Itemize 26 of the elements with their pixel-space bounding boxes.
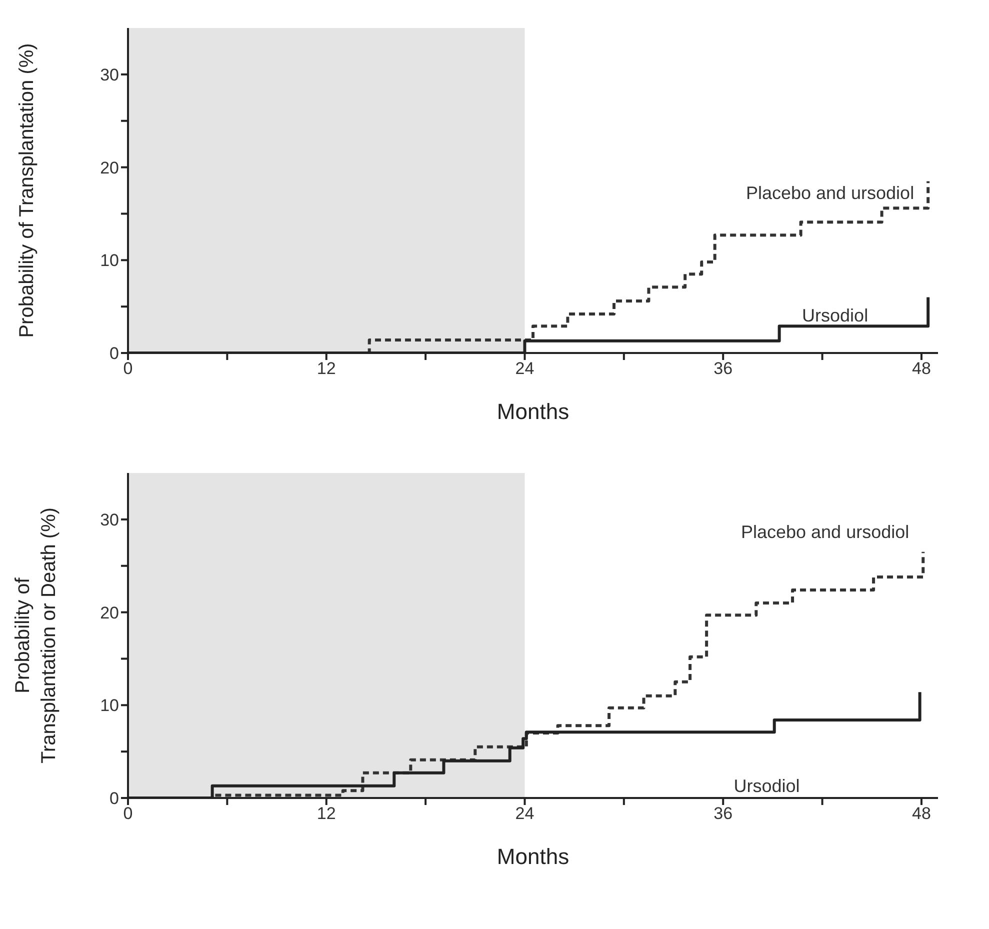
series-label: Placebo and ursodiol	[746, 183, 914, 204]
x-axis-title: Months	[496, 844, 570, 869]
x-axis-title: Months	[496, 399, 570, 424]
text: Ursodiol	[734, 776, 800, 796]
x-tick-label: 12	[316, 359, 336, 378]
x-tick-label: 24	[515, 804, 534, 824]
x-tick-label: 0	[123, 804, 133, 824]
x-tick-label: 48	[912, 359, 931, 378]
y-tick-label: 30	[100, 510, 119, 530]
y-axis-title: Probability of Transplantation or Death (%)	[12, 507, 60, 764]
x-tick-label: 36	[714, 804, 733, 824]
x-tick-label: 36	[714, 359, 733, 378]
x-tick-label: 0	[123, 359, 133, 378]
y-tick-label: 30	[100, 65, 119, 84]
y-tick-label: 20	[100, 603, 119, 622]
series-label: Placebo and ursodiol	[740, 522, 910, 542]
x-tick-label: 48	[912, 804, 931, 824]
y-tick-label: 10	[100, 696, 119, 716]
y-tick-label: 10	[100, 251, 119, 270]
y-tick-label: 0	[110, 344, 119, 364]
y-tick-label: 20	[100, 158, 119, 178]
x-tick-label: 12	[316, 804, 336, 824]
y-tick-label: 0	[110, 789, 119, 808]
x-tick-label: 24	[515, 359, 534, 378]
series-label: Ursodiol	[802, 305, 868, 326]
y-axis-title: Probability of Transplantation (%)	[16, 43, 38, 338]
